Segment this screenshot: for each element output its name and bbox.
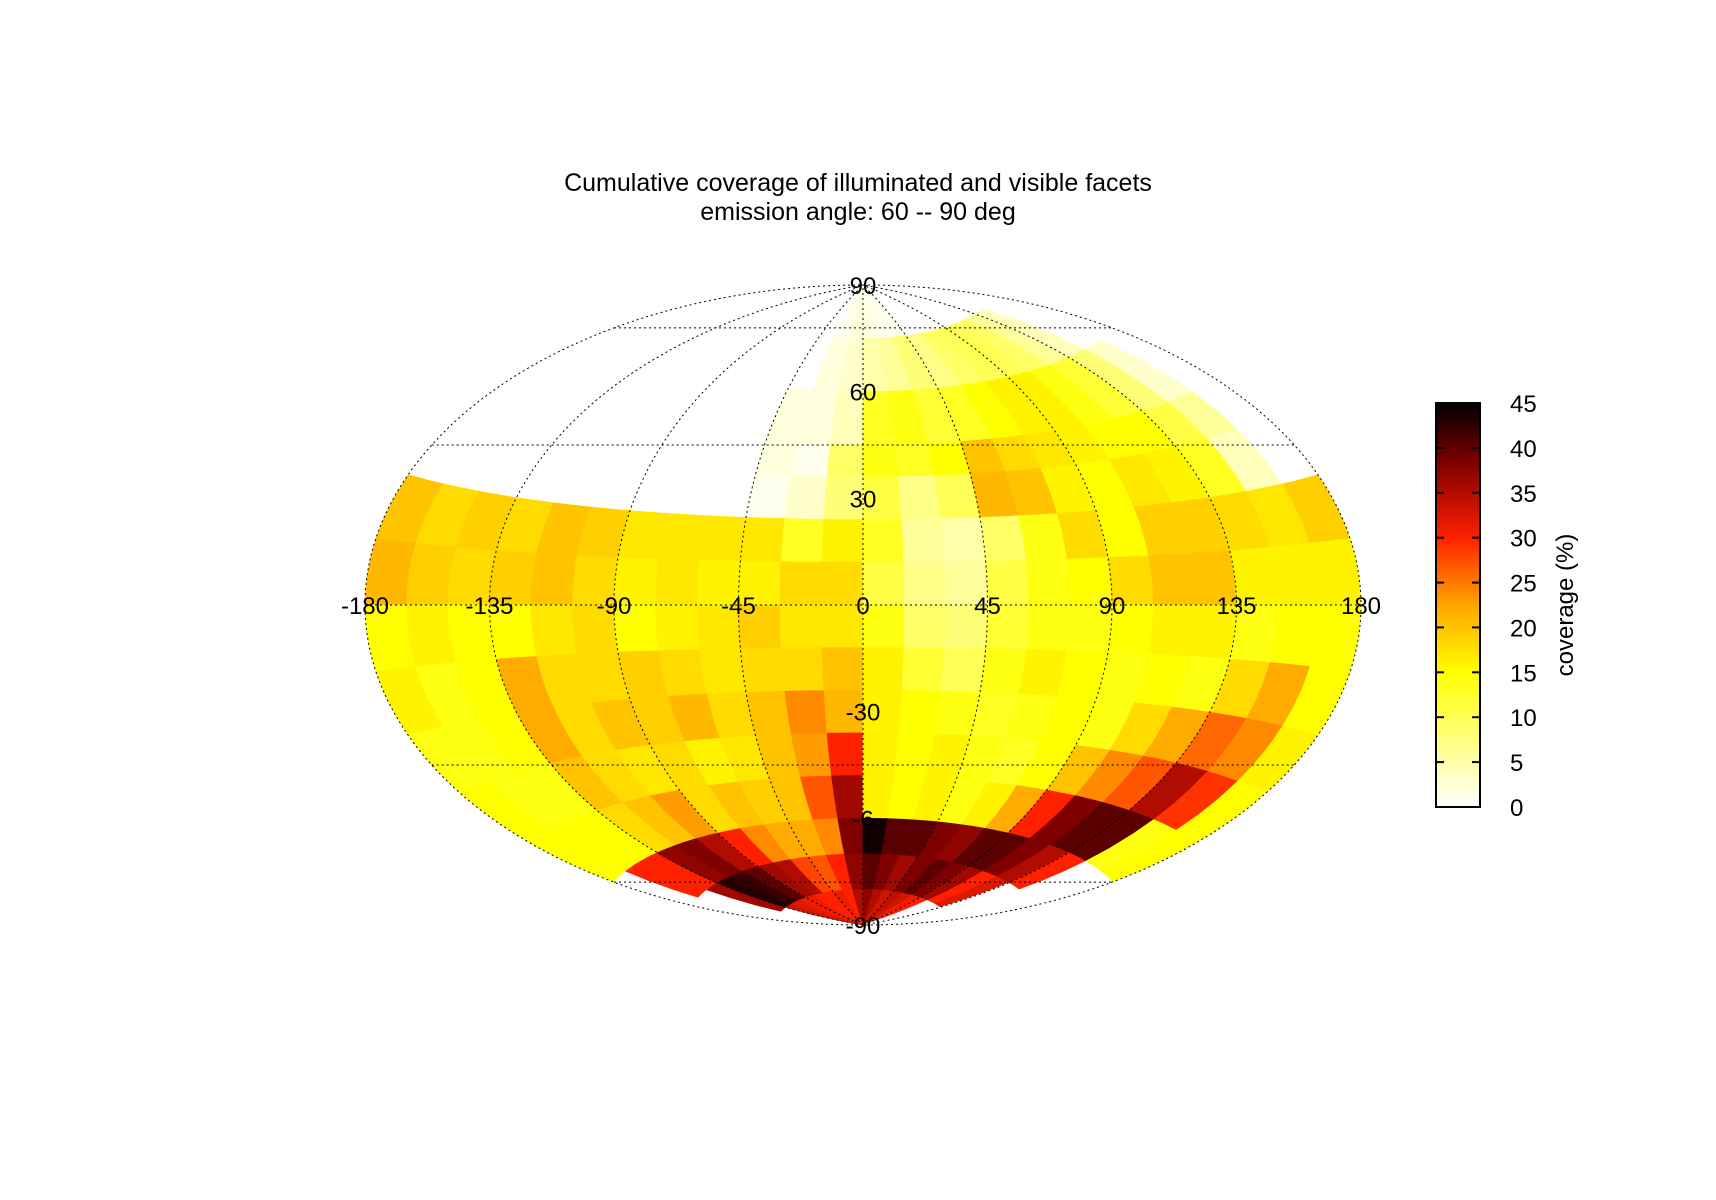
colorbar-gradient	[1435, 402, 1481, 808]
colorbar-tick-label: 15	[1510, 660, 1537, 687]
coverage-cell	[903, 561, 947, 606]
coverage-cell	[862, 444, 900, 478]
lon-tick-label: -135	[465, 593, 513, 620]
coverage-cell	[862, 518, 905, 563]
lon-tick-label: 90	[1099, 593, 1126, 620]
coverage-cell	[1148, 553, 1196, 606]
chart-subtitle: emission angle: 60 -- 90 deg	[700, 198, 1016, 226]
colorbar-tick-label: 5	[1510, 750, 1523, 777]
coverage-cell	[898, 690, 942, 735]
axis-tick-labels: -180 -135 -90 -45 0 45 90 135 180 90 60 30 -30 -6 -90	[341, 273, 1381, 940]
coverage-cell	[901, 518, 946, 563]
coverage-cell	[821, 518, 864, 563]
coverage-cell	[901, 647, 946, 692]
lon-tick-label: 0	[856, 593, 869, 620]
coverage-cell	[780, 647, 825, 692]
coverage-cell	[699, 515, 747, 562]
lat-tick-label: 90	[850, 273, 877, 300]
lat-tick-label: 30	[850, 486, 877, 513]
lon-tick-label: -180	[341, 593, 389, 620]
coverage-cell	[790, 443, 831, 478]
meridian-line	[862, 284, 989, 926]
lon-tick-label: -90	[597, 593, 632, 620]
coverage-cells	[365, 285, 1361, 925]
coverage-cell	[862, 732, 900, 777]
coverage-cell	[1269, 542, 1320, 606]
coverage-cell	[940, 517, 987, 563]
colorbar-label: coverage (%)	[1552, 534, 1579, 677]
lon-tick-label: 180	[1341, 593, 1381, 620]
coverage-cell	[699, 648, 747, 695]
lat-tick-label: 60	[850, 380, 877, 407]
colorbar-tick-label: 10	[1510, 705, 1537, 732]
colorbar-tick-label: 45	[1510, 391, 1537, 418]
colorbar-tick-label: 40	[1510, 436, 1537, 463]
coverage-cell	[1026, 558, 1071, 606]
coverage-cell	[979, 515, 1027, 562]
coverage-cell	[862, 647, 905, 692]
coverage-cell	[979, 648, 1027, 695]
coverage-cell	[1026, 604, 1071, 652]
colorbar-tick-label: 25	[1510, 571, 1537, 598]
colorbar-ticks: 0 5 10 15 20 25 30 35 40 45	[1436, 391, 1537, 822]
coverage-cell	[779, 604, 823, 649]
colorbar-tick-label: 35	[1510, 481, 1537, 508]
colorbar-tick-label: 30	[1510, 526, 1537, 553]
coverage-cell	[903, 604, 947, 649]
colorbar-tick-label: 0	[1510, 795, 1523, 822]
meridian-line	[613, 284, 864, 926]
coverage-cell	[530, 604, 578, 657]
coverage-cell	[1309, 538, 1361, 606]
coverage-cell	[898, 475, 942, 520]
coverage-cell	[739, 517, 786, 563]
coverage-cell	[780, 518, 825, 563]
meridian-line	[488, 284, 864, 926]
lat-tick-label: -30	[846, 700, 881, 727]
coverage-cell	[739, 647, 786, 693]
coverage-cell	[826, 444, 864, 478]
coverage-cell	[784, 475, 828, 520]
coverage-cell	[784, 690, 828, 735]
colorbar-tick-label: 20	[1510, 615, 1537, 642]
meridian-line	[737, 284, 864, 926]
lon-tick-label: -45	[721, 593, 756, 620]
coverage-cell	[1148, 604, 1196, 657]
coverage-cell	[826, 732, 864, 777]
graticule	[364, 284, 1362, 926]
colorbar: 0 5 10 15 20 25 30 35 40 45 coverage (%)	[1435, 391, 1579, 822]
coverage-cell	[821, 647, 864, 692]
coverage-cell	[779, 561, 823, 606]
lat-tick-label: -6	[852, 806, 873, 833]
meridian-line	[862, 284, 1238, 926]
coverage-cell	[530, 553, 578, 606]
lon-tick-label: 135	[1216, 593, 1256, 620]
lon-tick-label: 45	[974, 593, 1001, 620]
coverage-cell	[940, 647, 987, 693]
coverage-cell	[655, 558, 700, 606]
coverage-cell	[1269, 604, 1320, 668]
coverage-cell	[655, 604, 700, 652]
chart-title: Cumulative coverage of illuminated and v…	[564, 169, 1152, 197]
lat-tick-label: -90	[846, 913, 881, 940]
